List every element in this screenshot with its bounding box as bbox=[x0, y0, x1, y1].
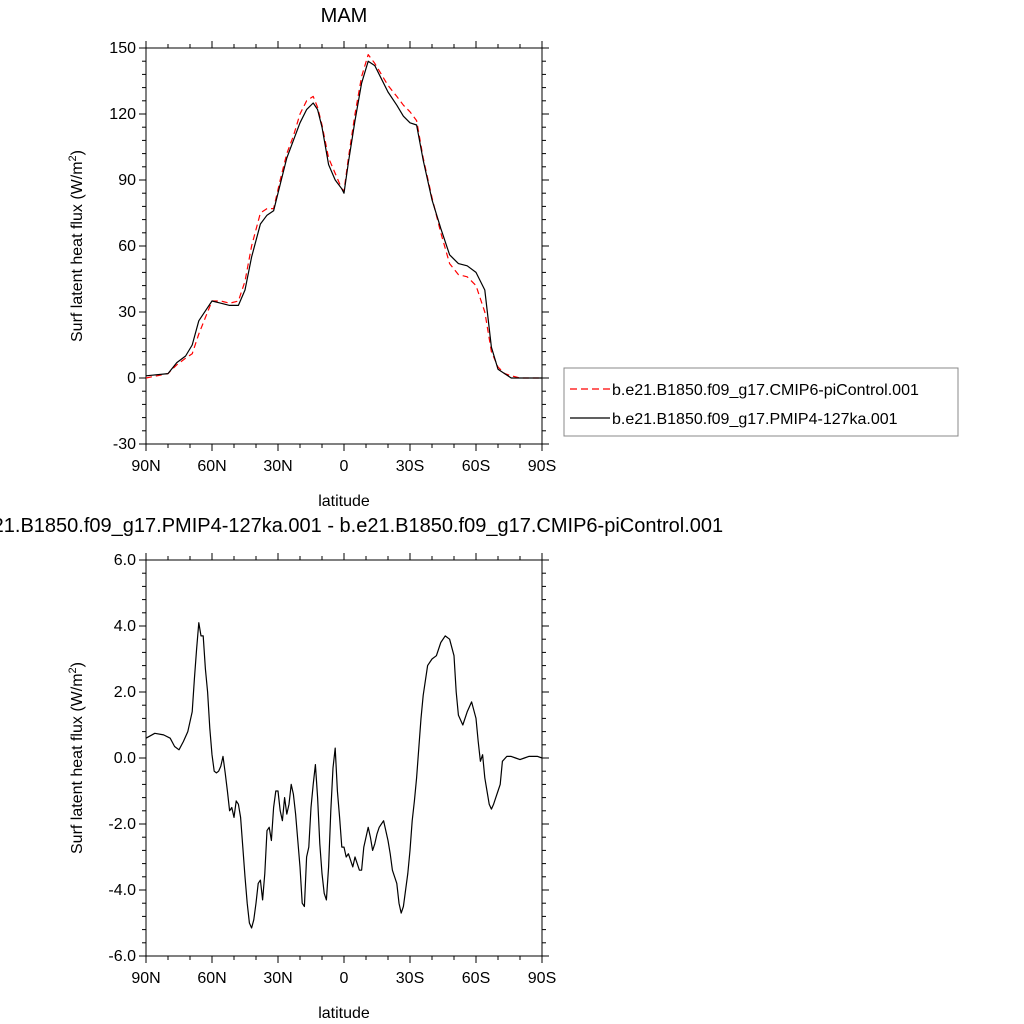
y-tick-label: 60 bbox=[118, 238, 136, 255]
x-tick-label: 60N bbox=[197, 970, 226, 987]
top-plot-lines bbox=[145, 53, 542, 379]
y-tick-label: 2.0 bbox=[114, 684, 136, 701]
y-tick-label: 6.0 bbox=[114, 552, 136, 569]
y-tick-label: 30 bbox=[118, 304, 136, 321]
y-tick-label: 150 bbox=[109, 40, 136, 57]
bottom-plot-ticks: 90N 60N 30N 0 30S 60S 90S -6.0 -4.0 -2.0 0.0 2.0 4.0… bbox=[108, 552, 556, 987]
series-line-0-1 bbox=[145, 60, 542, 379]
y-tick-label: -4.0 bbox=[108, 882, 136, 899]
legend-box bbox=[563, 367, 959, 437]
series-line-0-0 bbox=[145, 53, 542, 379]
series-line-1-0 bbox=[145, 622, 543, 929]
y-tick-label: 0.0 bbox=[114, 750, 136, 767]
y-tick-label: 90 bbox=[118, 172, 136, 189]
x-tick-label: 90N bbox=[131, 970, 160, 987]
legend: b.e21.B1850.f09_g17.CMIP6-piControl.001 … bbox=[563, 367, 959, 437]
y-tick-label: -6.0 bbox=[108, 948, 136, 965]
top-plot-ticks: 90N 60N 30N 0 30S 60S 90S -30 0 30 60 90 120 150 bbox=[109, 40, 556, 475]
difference-panel: b.e21.B1850.f09_g17.PMIP4-127ka.001 - b.… bbox=[0, 515, 723, 1022]
x-tick-label: 90S bbox=[528, 458, 556, 475]
mean-flux-panel: MAM 90N 60N 30N 0 30S 60S 90S-300306090120150 … bbox=[67, 5, 556, 510]
top-x-axis-label: latitude bbox=[318, 493, 370, 510]
x-tick-label: 60S bbox=[462, 970, 490, 987]
bottom-y-axis-label: Surf latent heat flux (W/m2) bbox=[67, 662, 86, 854]
x-tick-label: 90N bbox=[131, 458, 160, 475]
x-tick-label: 30S bbox=[396, 458, 424, 475]
x-tick-label: 30S bbox=[396, 970, 424, 987]
x-tick-label: 0 bbox=[340, 970, 349, 987]
y-tick-label: -2.0 bbox=[108, 816, 136, 833]
bottom-x-axis-label: latitude bbox=[318, 1005, 370, 1022]
legend-label-pmip4: b.e21.B1850.f09_g17.PMIP4-127ka.001 bbox=[612, 411, 898, 428]
top-plot-frame bbox=[145, 47, 543, 445]
x-tick-label: 60S bbox=[462, 458, 490, 475]
top-plot-title: MAM bbox=[321, 5, 368, 27]
x-tick-label: 30N bbox=[263, 458, 292, 475]
bottom-plot-lines bbox=[145, 622, 543, 929]
y-tick-label: 0 bbox=[127, 370, 136, 387]
x-tick-label: 0 bbox=[340, 458, 349, 475]
bottom-plot-title: b.e21.B1850.f09_g17.PMIP4-127ka.001 - b.… bbox=[0, 515, 723, 537]
x-tick-label: 90S bbox=[528, 970, 556, 987]
y-tick-label: 120 bbox=[109, 106, 136, 123]
legend-label-picontrol: b.e21.B1850.f09_g17.CMIP6-piControl.001 bbox=[612, 382, 919, 399]
x-tick-label: 30N bbox=[263, 970, 292, 987]
y-tick-label: 4.0 bbox=[114, 618, 136, 635]
top-y-axis-label: Surf latent heat flux (W/m2) bbox=[67, 150, 86, 342]
y-tick-label: -30 bbox=[113, 436, 136, 453]
x-tick-label: 60N bbox=[197, 458, 226, 475]
